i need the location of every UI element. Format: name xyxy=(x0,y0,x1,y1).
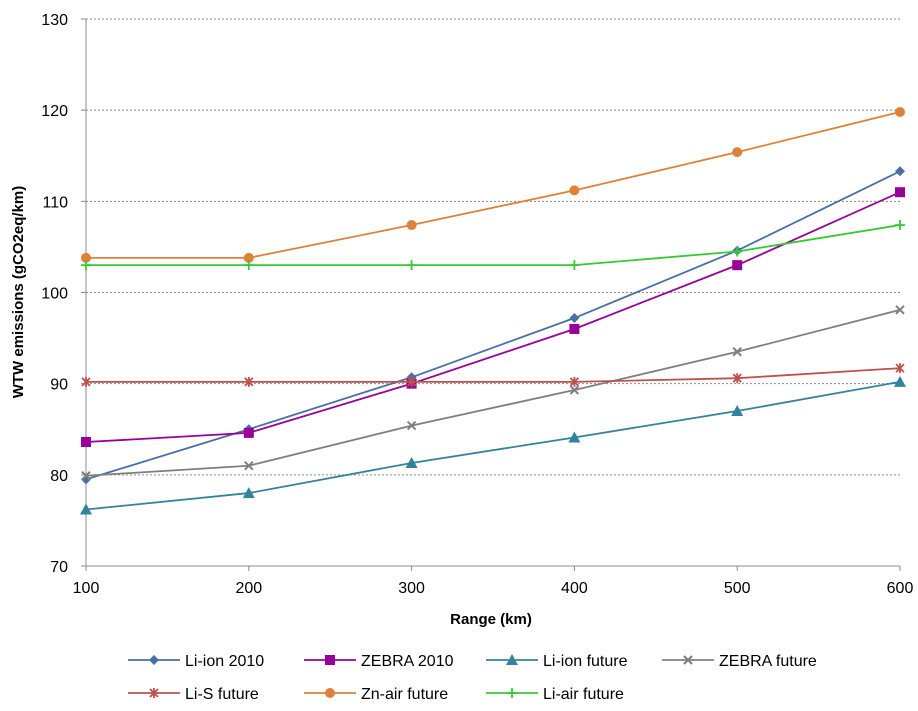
legend-item-li-air-future: Li-air future xyxy=(486,686,624,703)
data-point xyxy=(895,305,905,315)
data-point xyxy=(406,260,417,271)
data-point xyxy=(894,375,906,387)
x-tick-label: 600 xyxy=(887,580,914,597)
legend: Li-ion 2010 ZEBRA 2010 Li-ion future ZEBRA … xyxy=(128,653,817,703)
y-tick-label: 80 xyxy=(50,468,68,485)
data-point xyxy=(81,260,91,271)
data-point xyxy=(569,185,580,196)
legend-marker xyxy=(683,655,693,665)
data-point xyxy=(81,437,91,448)
data-point xyxy=(244,461,254,471)
data-point xyxy=(569,260,580,271)
legend-item-li-s-future: Li-S future xyxy=(128,686,259,703)
legend-marker xyxy=(507,688,517,698)
series-li-s-future xyxy=(81,363,905,387)
legend-item-zebra-2010: ZEBRA 2010 xyxy=(304,653,454,670)
legend-marker xyxy=(325,688,335,698)
data-point xyxy=(895,106,905,117)
legend-marker xyxy=(149,688,159,698)
data-point xyxy=(569,376,580,387)
data-point xyxy=(405,456,418,468)
series-li-ion-2010 xyxy=(81,166,905,485)
x-tick-label: 500 xyxy=(724,580,751,597)
data-point xyxy=(732,246,743,257)
series-line xyxy=(85,308,901,477)
data-point xyxy=(569,323,580,334)
x-tick-label: 400 xyxy=(561,580,588,597)
x-tick-label: 300 xyxy=(398,580,425,597)
legend-marker xyxy=(506,654,518,665)
data-point xyxy=(243,260,254,271)
series-zn-air-future xyxy=(81,106,905,263)
legend-marker xyxy=(325,655,335,665)
data-point xyxy=(569,313,580,324)
series-line xyxy=(85,191,901,443)
y-tick-label: 70 xyxy=(50,559,68,576)
data-point xyxy=(732,373,742,384)
data-point xyxy=(732,347,742,357)
series-lines xyxy=(80,106,906,515)
series-line xyxy=(85,170,901,481)
x-axis-title: Range (km) xyxy=(450,611,532,628)
series-line xyxy=(85,380,901,511)
axes xyxy=(81,18,901,571)
data-point xyxy=(895,166,905,177)
x-tick-label: 200 xyxy=(235,580,262,597)
x-tick-label: 100 xyxy=(73,580,100,597)
y-tick-label: 90 xyxy=(50,377,68,394)
data-point xyxy=(569,385,580,395)
legend-label: ZEBRA future xyxy=(719,653,817,670)
y-axis-title: WTW emissions (gCO2eq/km) xyxy=(10,186,27,399)
data-point xyxy=(242,487,255,499)
legend-label: Zn-air future xyxy=(361,686,448,703)
data-point xyxy=(732,147,743,158)
legend-label: Li-S future xyxy=(185,686,259,703)
y-tick-label: 130 xyxy=(41,12,68,29)
data-point xyxy=(568,431,581,443)
data-point xyxy=(81,376,91,387)
legend-marker xyxy=(149,655,159,665)
legend-item-zn-air-future: Zn-air future xyxy=(304,686,448,703)
legend-item-li-ion-future: Li-ion future xyxy=(486,653,628,670)
data-point xyxy=(895,187,905,198)
data-point xyxy=(243,427,254,438)
y-tick-label: 120 xyxy=(41,103,68,120)
y-tick-label: 100 xyxy=(41,286,68,303)
series-li-ion-future xyxy=(80,375,906,515)
legend-label: Li-air future xyxy=(543,686,624,703)
series-line xyxy=(86,367,901,383)
data-point xyxy=(731,405,744,417)
legend-label: Li-ion future xyxy=(543,653,628,670)
series-line xyxy=(86,111,901,259)
legend-item-zebra-future: ZEBRA future xyxy=(662,653,817,670)
legend-item-li-ion-2010: Li-ion 2010 xyxy=(128,653,264,670)
data-point xyxy=(406,420,417,431)
data-point xyxy=(406,376,417,387)
tick-labels: 70 80 90 100 110 120 130 100 200 300 400 500 600 xyxy=(41,12,913,597)
data-point xyxy=(81,471,91,481)
data-point xyxy=(406,220,417,231)
data-point xyxy=(81,252,91,263)
data-point xyxy=(895,220,905,231)
legend-label: Li-ion 2010 xyxy=(185,653,264,670)
y-tick-label: 110 xyxy=(42,194,68,211)
data-point xyxy=(244,376,254,387)
data-point xyxy=(732,260,743,271)
series-line xyxy=(86,224,901,267)
data-point xyxy=(80,503,92,515)
legend-label: ZEBRA 2010 xyxy=(361,653,454,670)
data-point xyxy=(895,363,905,374)
series-li-air-future xyxy=(81,220,905,271)
data-point xyxy=(243,252,254,263)
series-zebra-future xyxy=(81,305,905,481)
